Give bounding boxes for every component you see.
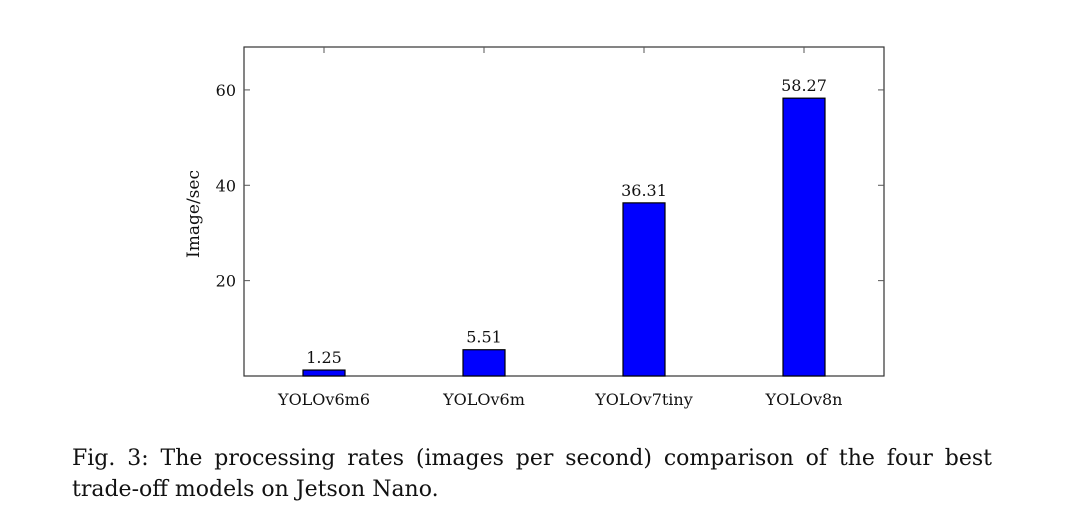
bar-yolov6m6	[302, 369, 346, 377]
figure-caption: Fig. 3: The processing rates (images per…	[72, 446, 992, 502]
data-label: 1.25	[306, 348, 342, 367]
x-tick-label: YOLOv7tiny	[594, 390, 693, 409]
bars	[302, 97, 826, 377]
y-tick-label: 20	[216, 272, 236, 291]
bar-yolov8n	[782, 97, 826, 377]
plot-frame	[243, 46, 885, 377]
y-tick-label: 60	[216, 81, 236, 100]
y-tick-labels: 20 40 60	[216, 81, 236, 291]
y-tick-label: 40	[216, 176, 236, 195]
x-tick-label: YOLOv6m	[442, 390, 525, 409]
x-tick-labels: YOLOv6m6 YOLOv6m YOLOv7tiny YOLOv8n	[277, 390, 842, 409]
bar-yolov7tiny	[622, 202, 666, 377]
data-labels: 1.25 5.51 36.31 58.27	[306, 76, 827, 367]
data-label: 36.31	[621, 181, 667, 200]
x-tick-label: YOLOv8n	[765, 390, 843, 409]
x-tick-label: YOLOv6m6	[277, 390, 370, 409]
data-label: 5.51	[466, 328, 502, 347]
data-label: 58.27	[781, 76, 827, 95]
y-axis-label: Image/sec	[184, 170, 204, 258]
bar-yolov6m	[462, 349, 506, 377]
